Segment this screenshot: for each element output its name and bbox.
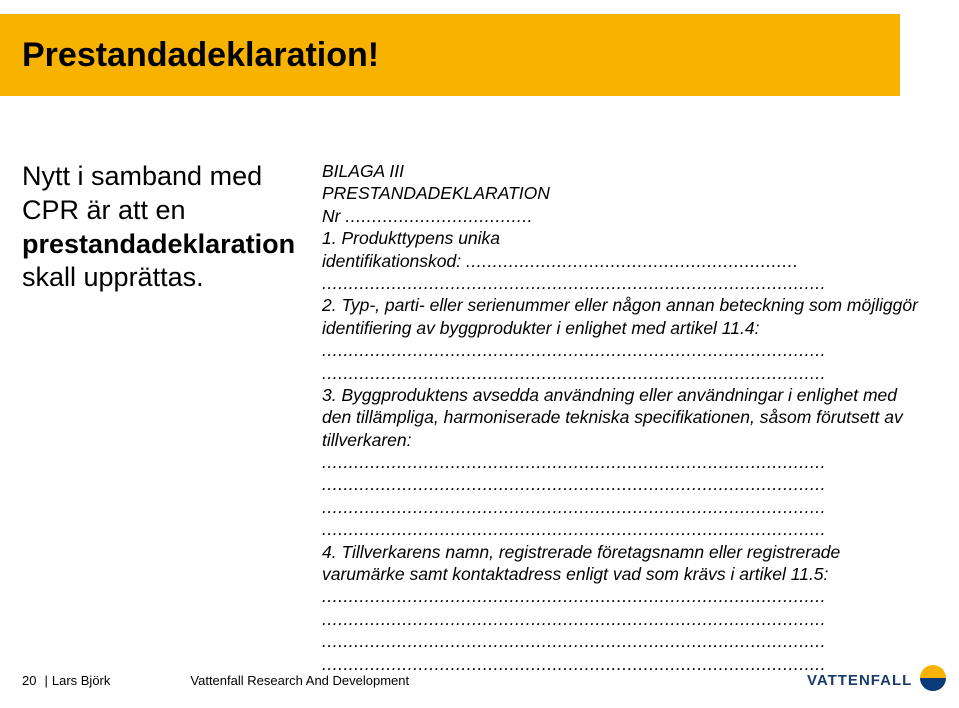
logo-text: VATTENFALL (807, 672, 912, 689)
doc-p4: 4. Tillverkarens namn, registrerade före… (322, 542, 840, 584)
document-text: BILAGA III PRESTANDADEKLARATION Nr .....… (322, 160, 927, 675)
footer-department: Vattenfall Research And Development (190, 673, 409, 688)
doc-heading-2: PRESTANDADEKLARATION (322, 183, 550, 203)
doc-p1-dots: ........................................… (466, 251, 798, 271)
left-line-4: skall upprättas. (22, 262, 204, 292)
doc-p1-b: identifikationskod: (322, 251, 461, 271)
footer-separator: | (44, 673, 47, 688)
vattenfall-logo: VATTENFALL (807, 662, 937, 698)
doc-nr-dots: ................................... (345, 206, 533, 226)
doc-p1-a: 1. Produkttypens unika (322, 228, 500, 248)
body-area: Nytt i samband med CPR är att en prestan… (22, 160, 937, 675)
doc-p3: 3. Byggproduktens avsedda användning ell… (322, 385, 903, 450)
slide-root: Prestandadeklaration! Nytt i samband med… (0, 0, 959, 708)
doc-p3-dots-1: ........................................… (322, 452, 826, 472)
doc-heading-1: BILAGA III (322, 161, 404, 181)
logo-mark-icon (918, 663, 948, 698)
doc-p2-dots-2: ........................................… (322, 363, 826, 383)
left-line-2: CPR är att en (22, 195, 186, 225)
doc-p3-dots-4: ........................................… (322, 519, 826, 539)
doc-p3-dots-2: ........................................… (322, 474, 826, 494)
title-band: Prestandadeklaration! (0, 14, 900, 96)
slide-footer: 20 | Lars Björk Vattenfall Research And … (22, 666, 937, 694)
doc-p4-dots-1: ........................................… (322, 586, 826, 606)
footer-author: Lars Björk (52, 673, 111, 688)
doc-p4-dots-2: ........................................… (322, 609, 826, 629)
left-line-3-bold: prestandadeklaration (22, 229, 295, 259)
doc-p4-dots-3: ........................................… (322, 631, 826, 651)
right-column: BILAGA III PRESTANDADEKLARATION Nr .....… (322, 160, 927, 675)
slide-title: Prestandadeklaration! (22, 36, 379, 75)
left-column: Nytt i samband med CPR är att en prestan… (22, 160, 322, 675)
doc-p2: 2. Typ-, parti- eller serienummer eller … (322, 295, 918, 337)
doc-nr-label: Nr (322, 206, 340, 226)
doc-p3-dots-3: ........................................… (322, 497, 826, 517)
left-line-1: Nytt i samband med (22, 161, 262, 191)
doc-p2-dots-1: ........................................… (322, 340, 826, 360)
left-paragraph: Nytt i samband med CPR är att en prestan… (22, 160, 312, 295)
page-number: 20 (22, 673, 36, 688)
doc-p1-dots2: ........................................… (322, 273, 826, 293)
